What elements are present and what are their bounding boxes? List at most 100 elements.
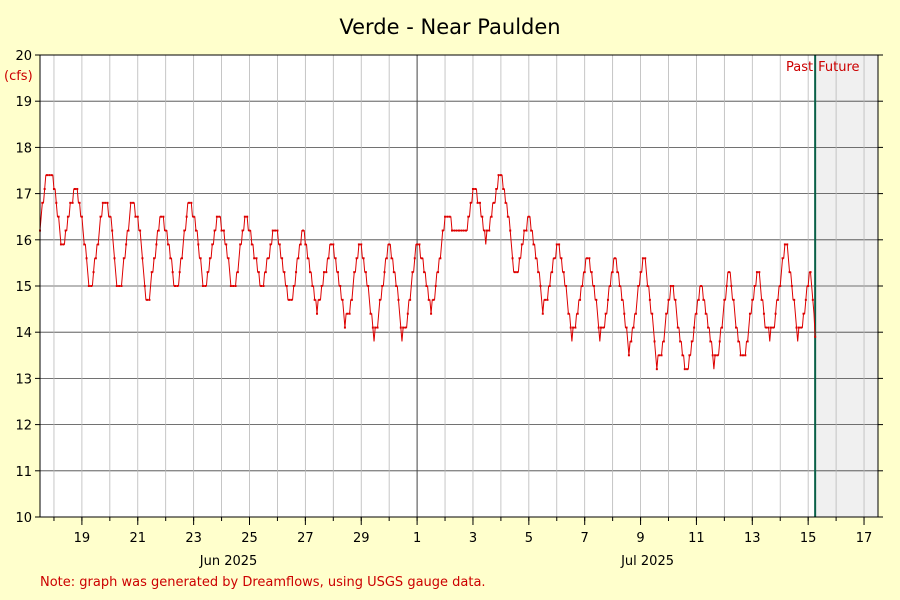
flow-point xyxy=(99,215,102,218)
flow-point xyxy=(409,298,412,301)
flow-point xyxy=(269,243,272,246)
flow-point xyxy=(311,285,314,287)
flow-point xyxy=(476,201,479,204)
flow-point xyxy=(197,243,200,246)
flow-point xyxy=(360,243,363,246)
flow-point xyxy=(604,312,607,315)
flow-point xyxy=(516,271,519,274)
x-tick-label: 3 xyxy=(469,531,477,546)
flow-point xyxy=(809,271,812,274)
flow-point xyxy=(437,271,440,274)
flow-point xyxy=(646,285,649,287)
flow-point xyxy=(485,229,488,232)
flow-point xyxy=(669,285,672,287)
flow-point xyxy=(306,257,309,260)
future-label: Future xyxy=(818,60,859,75)
flow-point xyxy=(215,215,218,218)
flow-point xyxy=(616,271,619,274)
flow-point xyxy=(728,271,731,274)
source-note: Note: graph was generated by Dreamflows,… xyxy=(40,575,486,590)
flow-point xyxy=(50,174,53,177)
flow-point xyxy=(150,271,153,274)
flow-point xyxy=(530,229,533,232)
flow-point xyxy=(520,243,523,246)
month-label: Jul 2025 xyxy=(620,554,674,569)
flow-point xyxy=(423,271,426,274)
flow-point xyxy=(788,271,791,274)
flow-point xyxy=(502,187,505,190)
flow-point xyxy=(239,243,242,246)
flow-point xyxy=(751,298,754,301)
flow-point xyxy=(376,326,379,329)
flow-point xyxy=(125,243,128,246)
flow-point xyxy=(316,312,319,315)
flow-point xyxy=(59,243,62,246)
flow-point xyxy=(478,201,481,204)
flow-point xyxy=(672,285,675,287)
flow-point xyxy=(695,312,698,315)
flow-point xyxy=(697,298,700,301)
flow-point xyxy=(506,215,509,218)
flow-point xyxy=(469,201,472,204)
flow-point xyxy=(709,340,712,343)
flow-point xyxy=(295,271,298,274)
flow-point xyxy=(246,215,249,218)
flow-point xyxy=(213,229,216,232)
flow-point xyxy=(55,201,58,204)
flow-point xyxy=(611,271,614,274)
flow-point xyxy=(66,215,69,218)
flow-point xyxy=(367,285,370,287)
flow-point xyxy=(690,340,693,343)
flow-point xyxy=(41,201,44,204)
flow-point xyxy=(655,368,658,371)
flow-point xyxy=(190,201,193,204)
flow-point xyxy=(348,312,351,315)
flow-point xyxy=(623,312,626,315)
flow-point xyxy=(613,257,616,260)
flow-point xyxy=(402,326,405,329)
flow-point xyxy=(558,243,561,246)
flow-point xyxy=(504,201,507,204)
flow-point xyxy=(87,285,90,287)
flow-point xyxy=(406,312,409,315)
flow-point xyxy=(511,257,514,260)
flow-point xyxy=(118,285,121,287)
flow-point xyxy=(572,326,575,329)
x-tick-label: 11 xyxy=(688,531,705,546)
flow-point xyxy=(748,312,751,315)
flow-point xyxy=(681,354,684,357)
flow-point xyxy=(174,285,177,287)
y-tick-label: 10 xyxy=(15,511,32,526)
flow-point xyxy=(700,285,703,287)
flow-point xyxy=(811,298,814,301)
flow-point xyxy=(73,187,76,190)
flow-point xyxy=(732,298,735,301)
flow-point xyxy=(199,257,202,260)
flow-point xyxy=(523,229,526,232)
flow-point xyxy=(227,257,230,260)
flow-point xyxy=(43,187,46,190)
flow-point xyxy=(783,243,786,246)
flow-point xyxy=(201,285,204,287)
flow-point xyxy=(539,285,542,287)
flow-point xyxy=(627,354,630,357)
flow-point xyxy=(574,326,577,329)
flow-point xyxy=(793,298,796,301)
flow-point xyxy=(276,229,279,232)
flow-point xyxy=(332,243,335,246)
flow-point xyxy=(800,326,803,329)
flow-point xyxy=(434,285,437,287)
flow-point xyxy=(194,229,197,232)
flow-point xyxy=(425,285,428,287)
flow-point xyxy=(744,354,747,357)
flow-point xyxy=(639,271,642,274)
flow-point xyxy=(439,257,442,260)
y-tick-label: 14 xyxy=(15,326,32,341)
flow-point xyxy=(576,312,579,315)
flow-point xyxy=(155,243,158,246)
flow-point xyxy=(599,326,602,329)
flow-point xyxy=(651,312,654,315)
flow-point xyxy=(786,243,789,246)
flow-point xyxy=(397,298,400,301)
flow-point xyxy=(765,326,768,329)
